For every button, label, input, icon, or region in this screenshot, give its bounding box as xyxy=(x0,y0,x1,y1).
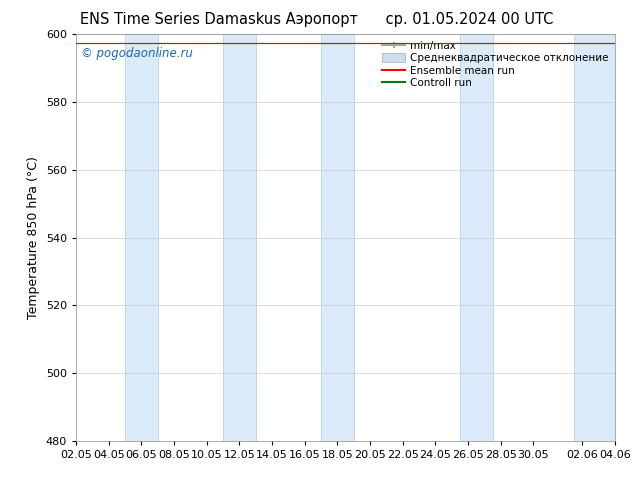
Bar xyxy=(574,34,615,441)
Bar xyxy=(125,34,158,441)
Bar xyxy=(223,34,256,441)
Bar xyxy=(321,34,354,441)
Y-axis label: Temperature 850 hPa (°C): Temperature 850 hPa (°C) xyxy=(27,156,40,319)
Legend: min/max, Среднеквадратическое отклонение, Ensemble mean run, Controll run: min/max, Среднеквадратическое отклонение… xyxy=(379,37,612,92)
Text: ENS Time Series Damaskus Аэропорт      ср. 01.05.2024 00 UTC: ENS Time Series Damaskus Аэропорт ср. 01… xyxy=(81,12,553,27)
Text: © pogodaonline.ru: © pogodaonline.ru xyxy=(81,47,193,59)
Bar xyxy=(460,34,493,441)
